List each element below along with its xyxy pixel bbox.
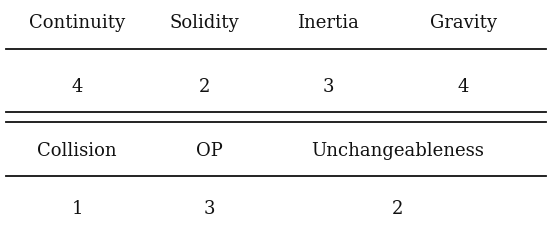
Text: 1: 1	[72, 199, 83, 217]
Text: 3: 3	[323, 78, 334, 96]
Text: Collision: Collision	[38, 141, 117, 159]
Text: Solidity: Solidity	[169, 14, 239, 32]
Text: 4: 4	[458, 78, 469, 96]
Text: OP: OP	[197, 141, 223, 159]
Text: 2: 2	[199, 78, 210, 96]
Text: Continuity: Continuity	[29, 14, 125, 32]
Text: 3: 3	[204, 199, 215, 217]
Text: Gravity: Gravity	[430, 14, 497, 32]
Text: Inertia: Inertia	[298, 14, 359, 32]
Text: 2: 2	[392, 199, 403, 217]
Text: Unchangeableness: Unchangeableness	[311, 141, 484, 159]
Text: 4: 4	[72, 78, 83, 96]
